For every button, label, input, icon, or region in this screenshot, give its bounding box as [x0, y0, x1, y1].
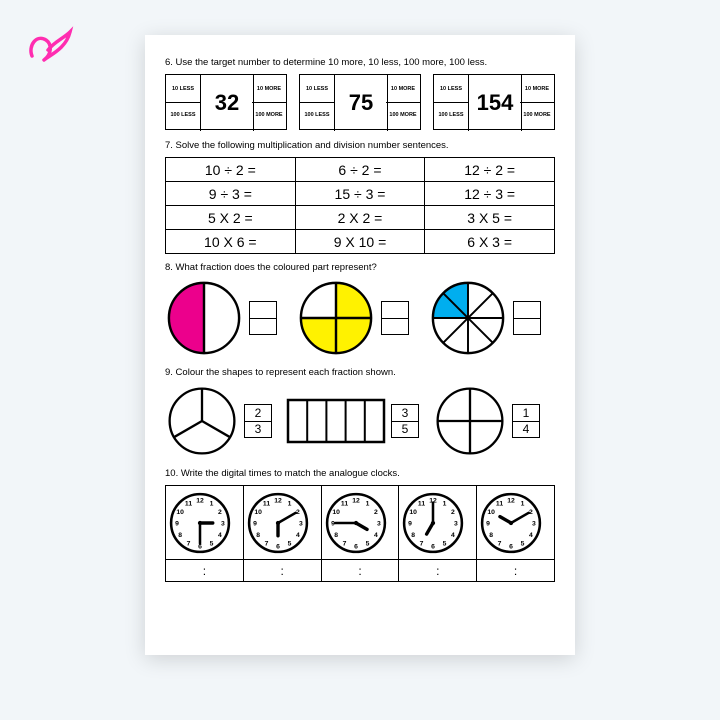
svg-text:5: 5	[521, 540, 525, 547]
q10-table: 121234567891011 121234567891011 12123456…	[165, 485, 555, 582]
svg-text:2: 2	[451, 509, 455, 516]
svg-text:1: 1	[287, 500, 291, 507]
circle-quarters	[433, 384, 507, 458]
svg-text:3: 3	[377, 520, 381, 527]
clock-cell: 121234567891011	[243, 486, 321, 560]
rect-fifths	[286, 398, 386, 444]
svg-text:3: 3	[221, 520, 225, 527]
svg-text:3: 3	[454, 520, 458, 527]
q7-instruction: 7. Solve the following multiplication an…	[165, 140, 555, 151]
svg-text:5: 5	[210, 540, 214, 547]
svg-text:8: 8	[256, 532, 260, 539]
svg-text:12: 12	[507, 497, 515, 504]
svg-text:9: 9	[253, 520, 257, 527]
svg-text:1: 1	[521, 500, 525, 507]
svg-text:12: 12	[274, 497, 282, 504]
svg-text:5: 5	[365, 540, 369, 547]
fraction-label: 23	[244, 404, 272, 438]
answer-fraction-box	[381, 301, 409, 335]
svg-text:12: 12	[196, 497, 204, 504]
q8-item	[297, 279, 409, 357]
q8-item	[165, 279, 277, 357]
q8-row	[165, 279, 555, 357]
svg-text:8: 8	[178, 532, 182, 539]
q6-box: 10 LESS 10 MORE 100 LESS 100 MORE 32	[165, 74, 287, 130]
svg-text:10: 10	[332, 509, 340, 516]
svg-text:4: 4	[529, 532, 533, 539]
q9-item: 14	[433, 384, 540, 458]
svg-text:11: 11	[496, 500, 503, 507]
svg-text:12: 12	[352, 497, 360, 504]
clock-cell: 121234567891011	[166, 486, 244, 560]
fraction-label: 14	[512, 404, 540, 438]
circle-thirds	[165, 384, 239, 458]
clock-cell: 121234567891011	[477, 486, 555, 560]
worksheet-page: 6. Use the target number to determine 10…	[145, 35, 575, 655]
q6-box: 10 LESS 10 MORE 100 LESS 100 MORE 154	[433, 74, 555, 130]
svg-text:11: 11	[341, 500, 348, 507]
q9-item: 35	[286, 398, 419, 444]
pie-quarters	[297, 279, 375, 357]
svg-text:6: 6	[276, 543, 280, 550]
brand-logo	[22, 18, 78, 74]
svg-text:9: 9	[175, 520, 179, 527]
svg-text:10: 10	[488, 509, 496, 516]
q6-instruction: 6. Use the target number to determine 10…	[165, 57, 555, 68]
svg-text:11: 11	[263, 500, 270, 507]
pie-half	[165, 279, 243, 357]
svg-text:9: 9	[331, 520, 335, 527]
clock-cell: 12 12 3 456 78 9 1011	[321, 486, 399, 560]
svg-text:4: 4	[374, 532, 378, 539]
fraction-label: 35	[391, 404, 419, 438]
svg-text:3: 3	[299, 520, 303, 527]
svg-text:6: 6	[509, 543, 513, 550]
svg-text:11: 11	[185, 500, 192, 507]
q6-target: 75	[334, 75, 388, 131]
svg-text:7: 7	[264, 540, 268, 547]
q9-instruction: 9. Colour the shapes to represent each f…	[165, 367, 555, 378]
svg-text:9: 9	[409, 520, 413, 527]
svg-text:7: 7	[498, 540, 502, 547]
pie-eighths	[429, 279, 507, 357]
svg-text:8: 8	[489, 532, 493, 539]
svg-text:10: 10	[410, 509, 418, 516]
q7-table: 10 ÷ 2 =6 ÷ 2 =12 ÷ 2 = 9 ÷ 3 =15 ÷ 3 =1…	[165, 157, 555, 254]
svg-text:1: 1	[443, 500, 447, 507]
svg-text:7: 7	[187, 540, 191, 547]
answer-fraction-box	[513, 301, 541, 335]
svg-text:5: 5	[443, 540, 447, 547]
svg-text:5: 5	[287, 540, 291, 547]
svg-text:8: 8	[412, 532, 416, 539]
svg-text:4: 4	[296, 532, 300, 539]
q6-box: 10 LESS 10 MORE 100 LESS 100 MORE 75	[299, 74, 421, 130]
svg-text:6: 6	[354, 543, 358, 550]
q6-row: 10 LESS 10 MORE 100 LESS 100 MORE 32 10 …	[165, 74, 555, 130]
svg-text:9: 9	[486, 520, 490, 527]
svg-text:2: 2	[374, 509, 378, 516]
clock-cell: 121234567891011	[399, 486, 477, 560]
svg-text:4: 4	[451, 532, 455, 539]
svg-text:8: 8	[334, 532, 338, 539]
q9-item: 23	[165, 384, 272, 458]
q8-instruction: 8. What fraction does the coloured part …	[165, 262, 555, 273]
svg-text:10: 10	[176, 509, 184, 516]
svg-text:1: 1	[210, 500, 214, 507]
svg-text:10: 10	[254, 509, 262, 516]
q6-target: 154	[468, 75, 522, 131]
svg-text:7: 7	[342, 540, 346, 547]
svg-text:2: 2	[218, 509, 222, 516]
q8-item	[429, 279, 541, 357]
svg-text:6: 6	[432, 543, 436, 550]
svg-text:3: 3	[532, 520, 536, 527]
q9-row: 23 35 14	[165, 384, 555, 458]
svg-text:7: 7	[420, 540, 424, 547]
svg-text:1: 1	[365, 500, 369, 507]
svg-text:11: 11	[418, 500, 425, 507]
q6-target: 32	[200, 75, 254, 131]
svg-text:4: 4	[218, 532, 222, 539]
answer-fraction-box	[249, 301, 277, 335]
q10-instruction: 10. Write the digital times to match the…	[165, 468, 555, 479]
